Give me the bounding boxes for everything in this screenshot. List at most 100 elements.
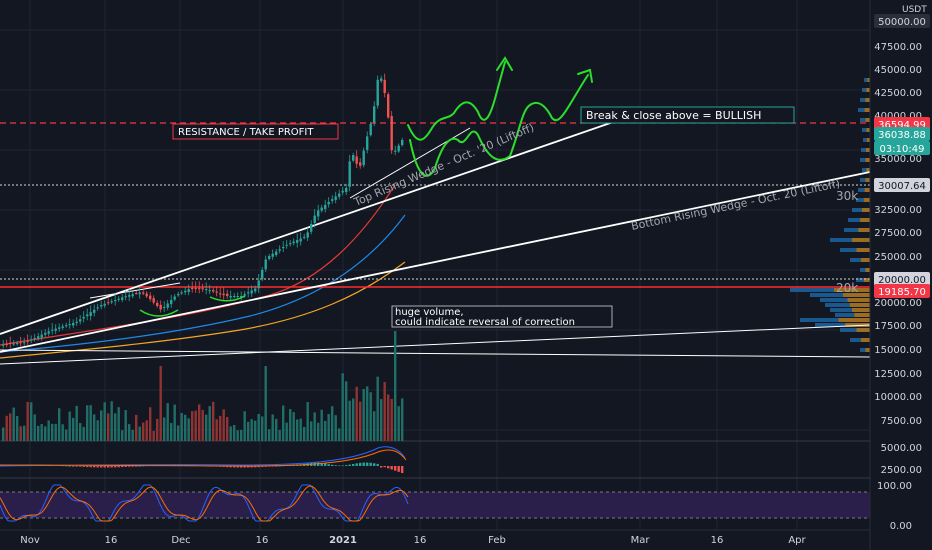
volume-bar bbox=[16, 416, 19, 441]
candle-body bbox=[275, 251, 278, 255]
candle-body bbox=[23, 342, 26, 344]
stoch-rsi-pane[interactable] bbox=[0, 484, 870, 522]
volume-bar bbox=[222, 409, 225, 441]
profile-bar-up bbox=[862, 168, 867, 172]
macd-bar bbox=[352, 463, 355, 466]
volume-bar bbox=[282, 405, 285, 441]
profile-bar-down bbox=[865, 98, 870, 102]
profile-bar-down bbox=[861, 338, 870, 342]
candle-body bbox=[191, 288, 194, 290]
macd-bar bbox=[275, 466, 278, 467]
candle-body bbox=[194, 288, 197, 290]
profile-bar-down bbox=[867, 78, 870, 82]
volume-bar bbox=[366, 386, 369, 441]
macd-bar bbox=[86, 466, 89, 468]
candle-body bbox=[89, 312, 92, 316]
candle-body bbox=[121, 297, 124, 300]
volume-bar bbox=[37, 425, 40, 441]
resistance-label[interactable]: RESISTANCE / TAKE PROFIT bbox=[172, 123, 339, 140]
macd-bar bbox=[268, 466, 271, 467]
volume-bar bbox=[401, 398, 404, 441]
price-axis[interactable]: USDT 47500.0045000.0042500.0040000.00375… bbox=[869, 0, 932, 550]
volume-bar bbox=[341, 373, 344, 441]
price-tick: 10000.00 bbox=[874, 392, 922, 403]
volume-bar bbox=[247, 421, 250, 441]
profile-bar-down bbox=[865, 268, 870, 272]
volume-bar bbox=[306, 402, 309, 441]
projection-paths[interactable] bbox=[407, 56, 593, 177]
candle-body bbox=[345, 188, 348, 193]
stoch-d-line bbox=[0, 485, 409, 522]
volume-bar bbox=[292, 412, 295, 441]
macd-bar bbox=[243, 466, 246, 468]
price-tag-label: 19185.70 bbox=[878, 287, 926, 298]
candle-body bbox=[394, 150, 397, 152]
volume-bar bbox=[107, 413, 110, 441]
candle-body bbox=[142, 292, 145, 294]
candle-body bbox=[320, 207, 323, 211]
candle-body bbox=[149, 295, 152, 300]
macd-bar bbox=[236, 466, 239, 468]
time-tick: Feb bbox=[488, 535, 506, 546]
volume-bar bbox=[114, 413, 117, 441]
volume-note[interactable]: huge volume, could indicate reversal of … bbox=[391, 305, 613, 328]
macd-bar bbox=[390, 466, 393, 470]
profile-bar-up bbox=[830, 308, 852, 312]
volume-bar bbox=[243, 411, 246, 441]
candle-body bbox=[61, 326, 64, 328]
profile-bar-down bbox=[864, 108, 870, 112]
macd-bar bbox=[75, 466, 78, 467]
volume-bar bbox=[233, 424, 236, 441]
macd-bar bbox=[226, 466, 229, 468]
volume-bar bbox=[215, 419, 218, 441]
volume-bar bbox=[194, 410, 197, 441]
price-tick: 27500.00 bbox=[874, 228, 922, 239]
macd-bar bbox=[376, 463, 379, 466]
volume-bar bbox=[345, 381, 348, 441]
volume-bar bbox=[145, 420, 148, 441]
candle-body bbox=[19, 342, 22, 344]
profile-bar-up bbox=[860, 98, 866, 102]
profile-bar-down bbox=[866, 88, 870, 92]
price-tag bbox=[874, 284, 930, 298]
candlesticks bbox=[2, 73, 404, 349]
time-tick: 16 bbox=[105, 535, 118, 546]
time-tick: Mar bbox=[631, 535, 651, 546]
ma-orange-line bbox=[0, 261, 406, 359]
time-axis[interactable]: Nov 16 Dec 16 2021 16 Feb Mar 16 Apr bbox=[0, 529, 870, 546]
volume-bar bbox=[184, 414, 187, 441]
price-tag bbox=[874, 14, 930, 28]
top-wedge-label[interactable]: Top Rising Wedge - Oct. '20 (Liftoff) bbox=[351, 121, 536, 209]
profile-bar-up bbox=[800, 318, 839, 322]
candle-body bbox=[299, 238, 302, 242]
volume-bar bbox=[61, 424, 64, 441]
volume-bar bbox=[226, 416, 229, 441]
candle-body bbox=[362, 150, 365, 166]
label-30k[interactable]: 30k bbox=[836, 189, 858, 203]
profile-bar-down bbox=[866, 128, 870, 132]
price-tag-label: 03:10:49 bbox=[880, 144, 925, 155]
label-20k[interactable]: 20k bbox=[836, 281, 858, 295]
price-tag bbox=[874, 127, 930, 141]
macd-bar bbox=[65, 465, 68, 467]
price-tick: 17500.00 bbox=[874, 321, 922, 332]
breakout-label[interactable]: Break & close above = BULLISH bbox=[580, 106, 795, 124]
volume-bar bbox=[394, 331, 397, 441]
macd-bar bbox=[338, 465, 341, 467]
candle-body bbox=[2, 344, 5, 346]
price-tick: 20000.00 bbox=[874, 298, 922, 309]
profile-bar-down bbox=[838, 318, 870, 322]
profile-bar-up bbox=[815, 323, 846, 327]
trendlines[interactable] bbox=[0, 110, 871, 365]
candle-body bbox=[387, 94, 390, 118]
macd-bar bbox=[247, 466, 250, 468]
candle-body bbox=[240, 296, 243, 298]
candle-body bbox=[9, 343, 12, 345]
macd-bar bbox=[327, 464, 330, 466]
profile-bar-down bbox=[861, 258, 870, 262]
price-tick: 42500.00 bbox=[874, 88, 922, 99]
macd-pane[interactable] bbox=[0, 446, 407, 473]
volume-bar bbox=[180, 412, 183, 441]
volume-bar bbox=[387, 394, 390, 441]
